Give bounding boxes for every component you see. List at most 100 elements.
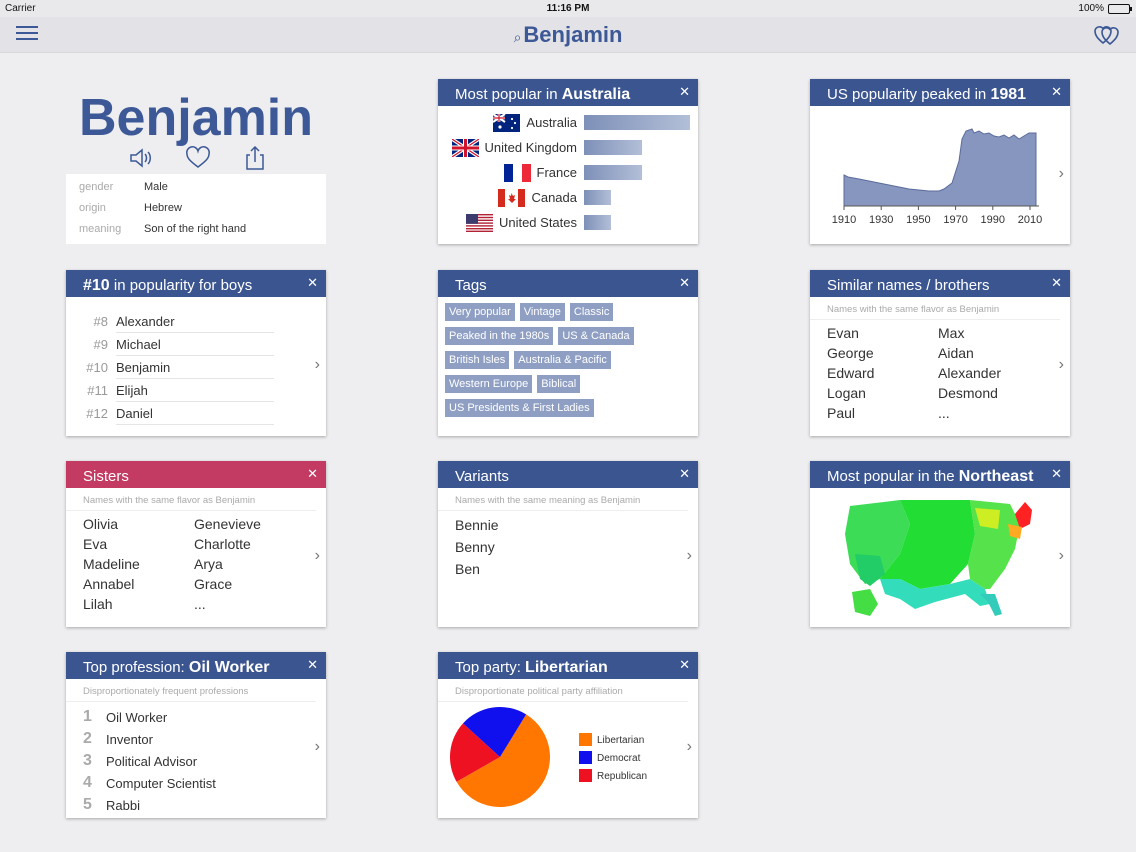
- rank-name[interactable]: Elijah: [116, 379, 274, 402]
- close-icon[interactable]: ✕: [1051, 466, 1062, 481]
- profession-name[interactable]: Inventor: [106, 731, 153, 747]
- variant-item[interactable]: Ben: [455, 561, 480, 577]
- card-header: Most popular in Australia ✕: [438, 79, 698, 106]
- name-item[interactable]: Aidan: [938, 345, 974, 361]
- close-icon[interactable]: ✕: [307, 275, 318, 290]
- profession-row: 3 Political Advisor: [83, 750, 309, 772]
- profession-card[interactable]: Top profession: Oil Worker ✕ Disproportio…: [66, 652, 326, 818]
- france-flag: [503, 163, 531, 182]
- chevron-right-icon[interactable]: ›: [1058, 165, 1064, 182]
- name-item[interactable]: Annabel: [83, 576, 135, 592]
- us-flag: [465, 213, 493, 232]
- nav-search-title[interactable]: ⌕Benjamin: [0, 22, 1136, 48]
- tag-chip[interactable]: British Isles: [445, 351, 510, 369]
- card-title-bold: #10: [83, 277, 110, 294]
- variant-item[interactable]: Benny: [455, 539, 495, 555]
- tag-chip[interactable]: Very popular: [445, 303, 515, 321]
- rank-number: #12: [86, 406, 108, 421]
- profession-row: 5 Rabbi: [83, 794, 309, 816]
- rank-name[interactable]: Benjamin: [116, 356, 274, 379]
- chevron-right-icon[interactable]: ›: [314, 356, 320, 373]
- name-item[interactable]: Arya: [194, 556, 223, 572]
- tag-chip[interactable]: Australia & Pacific: [514, 351, 611, 369]
- close-icon[interactable]: ✕: [1051, 275, 1062, 290]
- name-heading: Benjamin: [78, 89, 314, 147]
- tags-card[interactable]: Tags ✕ Very popular Vintage Classic Peaked i…: [438, 270, 698, 436]
- country-row: Canada: [438, 185, 698, 210]
- name-item[interactable]: Alexander: [938, 365, 1002, 381]
- x-tick-label: 1970: [943, 214, 967, 226]
- country-name: France: [536, 165, 577, 180]
- chevron-right-icon[interactable]: ›: [314, 547, 320, 564]
- tag-chip[interactable]: Western Europe: [445, 375, 533, 393]
- card-header: Variants ✕: [438, 461, 698, 488]
- rank-name[interactable]: Daniel: [116, 402, 274, 425]
- heart-icon[interactable]: [185, 146, 211, 170]
- country-popularity-card[interactable]: Most popular in Australia ✕ Australia Unit…: [438, 79, 698, 244]
- card-header: Similar names / brothers ✕: [810, 270, 1070, 297]
- close-icon[interactable]: ✕: [679, 84, 690, 99]
- pie-slice-democrat: [463, 707, 527, 757]
- card-title: Similar names / brothers: [827, 277, 990, 294]
- chevron-right-icon[interactable]: ›: [1058, 547, 1064, 564]
- name-item[interactable]: Charlotte: [194, 536, 251, 552]
- name-item[interactable]: George: [827, 345, 874, 361]
- name-item[interactable]: ...: [194, 596, 206, 612]
- variant-item[interactable]: Bennie: [455, 517, 499, 533]
- share-icon[interactable]: [242, 145, 268, 170]
- info-value: Hebrew: [144, 202, 182, 214]
- rank-name[interactable]: Michael: [116, 333, 274, 356]
- us-popularity-card[interactable]: US popularity peaked in 1981 ✕ 1910 1930 19…: [810, 79, 1070, 244]
- menu-icon[interactable]: [16, 26, 38, 42]
- chevron-right-icon[interactable]: ›: [314, 738, 320, 755]
- favorites-hearts-icon[interactable]: [1094, 24, 1120, 51]
- chevron-right-icon[interactable]: ›: [686, 547, 692, 564]
- profession-name[interactable]: Political Advisor: [106, 753, 198, 769]
- close-icon[interactable]: ✕: [1051, 84, 1062, 99]
- close-icon[interactable]: ✕: [679, 275, 690, 290]
- name-item[interactable]: Genevieve: [194, 516, 261, 532]
- country-name: United States: [498, 215, 577, 230]
- profession-name[interactable]: Computer Scientist: [106, 775, 216, 791]
- name-item[interactable]: Olivia: [83, 516, 119, 532]
- party-card[interactable]: Top party: Libertarian ✕ Disproportionate…: [438, 652, 698, 818]
- legend-label: Libertarian: [597, 735, 644, 746]
- close-icon[interactable]: ✕: [679, 657, 690, 672]
- tag-chip[interactable]: US & Canada: [558, 327, 634, 345]
- australia-flag: [492, 112, 521, 132]
- name-item[interactable]: ...: [938, 405, 950, 421]
- tag-chip[interactable]: Classic: [569, 303, 614, 321]
- tag-chip[interactable]: US Presidents & First Ladies: [445, 399, 594, 417]
- name-item[interactable]: Eva: [83, 536, 108, 552]
- variants-card[interactable]: Variants ✕ Names with the same meaning as…: [438, 461, 698, 627]
- speaker-icon[interactable]: [128, 146, 154, 170]
- rank-card[interactable]: #10 in popularity for boys ✕ #8 Alexander #…: [66, 270, 326, 436]
- sisters-card[interactable]: Sisters ✕ Names with the same flavor as B…: [66, 461, 326, 627]
- close-icon[interactable]: ✕: [307, 466, 318, 481]
- name-item[interactable]: Grace: [194, 576, 233, 592]
- profession-name[interactable]: Rabbi: [106, 797, 140, 813]
- country-name: Canada: [531, 190, 577, 205]
- name-item[interactable]: Paul: [827, 405, 856, 421]
- card-subtitle: Names with the same meaning as Benjamin: [438, 488, 688, 511]
- profession-name[interactable]: Oil Worker: [106, 709, 168, 725]
- card-header: #10 in popularity for boys ✕: [66, 270, 326, 297]
- name-item[interactable]: Max: [938, 325, 965, 341]
- similar-names-card[interactable]: Similar names / brothers ✕ Names with the…: [810, 270, 1070, 436]
- us-map-great-lakes: [975, 508, 1000, 529]
- close-icon[interactable]: ✕: [307, 657, 318, 672]
- name-item[interactable]: Edward: [827, 365, 875, 381]
- tag-chip[interactable]: Peaked in the 1980s: [445, 327, 554, 345]
- tag-chip[interactable]: Biblical: [537, 375, 581, 393]
- chevron-right-icon[interactable]: ›: [686, 738, 692, 755]
- chevron-right-icon[interactable]: ›: [1058, 356, 1064, 373]
- name-item[interactable]: Madeline: [83, 556, 140, 572]
- tag-chip[interactable]: Vintage: [519, 303, 565, 321]
- name-item[interactable]: Evan: [827, 325, 859, 341]
- close-icon[interactable]: ✕: [679, 466, 690, 481]
- name-item[interactable]: Lilah: [83, 596, 113, 612]
- region-map-card[interactable]: Most popular in the Northeast ✕ ›: [810, 461, 1070, 627]
- name-item[interactable]: Desmond: [938, 385, 998, 401]
- rank-name[interactable]: Alexander: [116, 310, 274, 333]
- name-item[interactable]: Logan: [827, 385, 866, 401]
